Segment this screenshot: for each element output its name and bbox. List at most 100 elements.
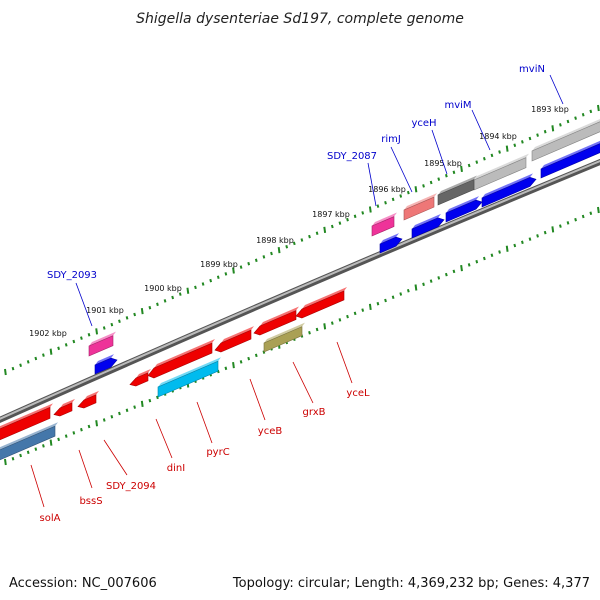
tick-mark [254,258,258,263]
accession-text: Accession: NC_007606 [9,576,157,591]
tick-mark [57,437,60,442]
tick-mark [4,458,7,466]
gene-top-face [302,286,347,309]
tick-mark [543,129,547,134]
genome-summary-text: Topology: circular; Length: 4,369,232 bp… [232,576,590,591]
tick-mark [460,165,463,173]
gene-face [214,329,252,353]
kbp-label: 1893 kbp [531,105,569,114]
tick-mark [95,420,99,427]
gene-solA-top [0,403,53,441]
tick-mark [581,113,585,117]
tick-mark [125,316,129,320]
tick-mark [475,259,479,264]
tick-mark [156,302,159,307]
tick-mark [452,170,456,175]
tick-mark [34,356,38,361]
leader-line [336,341,353,384]
gene-top-face [404,193,437,210]
tick-mark [505,145,509,152]
tick-mark [346,314,349,319]
gene-face [263,326,303,353]
tick-mark [513,243,517,248]
leader-line [196,401,213,444]
tick-mark [353,214,357,219]
tick-mark [566,119,570,124]
gene-top-face [84,390,99,400]
gene-face [157,360,219,398]
tick-mark [597,206,600,214]
tick-mark [110,415,114,419]
tick-mark [467,163,471,168]
tick-mark [209,278,213,283]
gene-label-grxB: grxB [303,407,326,418]
gene-top-face [136,368,151,378]
gene-top-face [412,213,441,229]
kbp-label: 1899 kbp [200,260,238,269]
gene-yceH [445,196,483,223]
gene-upper-gray [437,175,477,206]
tick-mark [72,431,76,435]
tick-mark [513,143,517,147]
gene-bssS [53,398,75,417]
gene-labels: mviN mviM yceH rimJ SDY_2087 SDY_2093 yceL grxB… [40,64,545,524]
gene-face [531,121,600,162]
kbp-label: 1901 kbp [86,306,124,315]
gene-label-mviM: mviM [444,100,471,111]
gene-top-face [541,140,600,169]
tick-mark [414,284,418,291]
gene-top-face [482,173,533,198]
tick-mark [232,361,235,369]
gene-face [129,372,149,387]
tick-mark [254,353,258,358]
tick-mark [589,109,593,114]
tick-mark [4,368,7,376]
gene-rimJ [411,213,445,239]
tick-mark [133,405,137,409]
leader-line [390,146,413,193]
tick-mark [102,418,106,422]
tick-mark [376,301,380,306]
gene-solA [0,422,58,461]
leader-line [292,361,314,404]
gene-top-face [60,398,75,408]
tick-mark [186,287,190,294]
gene-label-solA: solA [40,513,61,524]
gene-face [147,342,213,379]
tick-mark [505,245,509,252]
tick-mark [346,217,349,222]
tick-mark [589,211,593,215]
tick-mark [399,292,403,296]
tick-mark [384,298,387,303]
gene-label-rimJ: rimJ [381,134,401,145]
tick-mark [559,224,562,228]
gene-grxB-top [253,306,299,336]
tick-mark [239,265,243,269]
tick-mark [64,434,68,438]
tick-mark [285,245,289,249]
tick-mark [323,323,327,330]
gene-mviM [481,173,537,208]
tick-mark [536,234,539,238]
tick-mark [460,265,463,272]
tick-mark [429,180,433,185]
upper-tick-row [4,104,600,376]
tick-mark [156,395,159,400]
gene-top-face [438,175,477,195]
tick-mark [521,140,524,144]
tick-mark [437,177,441,181]
kbp-label: 1902 kbp [29,329,67,338]
gene-top-face [95,354,114,365]
tick-mark [361,308,365,312]
leader-line [549,74,564,105]
gene-face [295,290,345,319]
tick-mark [551,226,555,233]
tick-mark [559,123,562,127]
gene-upper-pink-2 [88,331,116,357]
tick-mark [95,328,99,335]
tick-mark [361,211,365,215]
tick-mark [391,197,395,202]
kbp-label: 1898 kbp [256,236,294,245]
gene-mviN [540,140,600,179]
tick-mark [87,424,91,429]
